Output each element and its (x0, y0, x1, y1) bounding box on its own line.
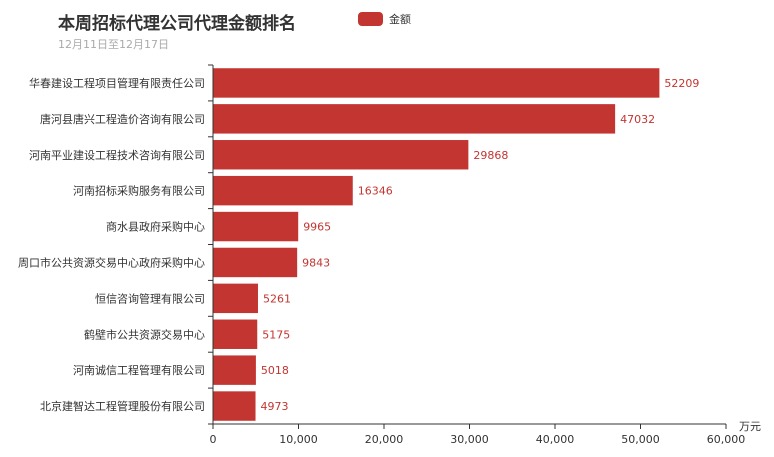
x-tick-label: 20,000 (365, 433, 404, 446)
x-tick-label: 30,000 (450, 433, 489, 446)
bar-value-label: 29868 (473, 149, 508, 162)
bar-value-label: 5261 (263, 292, 291, 305)
category-label: 商水县政府采购中心 (106, 220, 205, 234)
bar[interactable] (213, 104, 616, 134)
bar[interactable] (213, 211, 299, 242)
x-tick-label: 40,000 (536, 433, 575, 446)
bar-value-label: 9843 (302, 256, 330, 269)
bar-value-label: 16346 (358, 185, 393, 198)
x-tick-label: 50,000 (621, 433, 660, 446)
chart-title: 本周招标代理公司代理金额排名 (58, 14, 296, 34)
bar-value-label: 47032 (620, 113, 655, 126)
bar[interactable] (213, 68, 660, 98)
legend-label: 金额 (389, 13, 411, 26)
x-tick-label: 60,000 (707, 433, 746, 446)
category-label: 华春建设工程项目管理有限责任公司 (29, 76, 205, 90)
bar[interactable] (213, 355, 256, 385)
category-label: 周口市公共资源交易中心政府采购中心 (18, 255, 205, 269)
category-label: 鹤壁市公共资源交易中心 (84, 327, 205, 341)
category-label: 河南平业建设工程技术咨询有限公司 (29, 148, 205, 162)
bar[interactable] (213, 391, 256, 421)
x-tick-label: 10,000 (279, 433, 318, 446)
bar-value-label: 52209 (664, 77, 699, 90)
legend[interactable]: 金额 (358, 11, 411, 27)
bar-value-label: 4973 (261, 400, 289, 413)
bar-value-label: 5175 (262, 328, 290, 341)
bar[interactable] (213, 175, 353, 206)
category-label: 河南招标采购服务有限公司 (73, 184, 205, 198)
axis-layer: 华春建设工程项目管理有限责任公司唐河县唐兴工程造价咨询有限公司河南平业建设工程技… (18, 64, 746, 446)
x-tick-label: 0 (210, 433, 217, 446)
x-axis-unit-label: 万元 (739, 420, 761, 433)
bar[interactable] (213, 247, 298, 278)
category-label: 唐河县唐兴工程造价咨询有限公司 (40, 112, 205, 126)
category-label: 河南诚信工程管理有限公司 (73, 363, 205, 377)
legend-swatch (358, 12, 383, 26)
chart-subtitle: 12月11日至12月17日 (58, 38, 169, 51)
category-label: 恒信咨询管理有限公司 (95, 291, 205, 305)
bars-layer: 52209 47032 29868 16346 9965 9843 5261 5175 5018… (213, 68, 699, 421)
bar[interactable] (213, 283, 258, 314)
bar[interactable] (213, 319, 258, 349)
category-label: 北京建智达工程管理股份有限公司 (40, 399, 205, 413)
bar[interactable] (213, 140, 469, 170)
bar-value-label: 5018 (261, 364, 289, 377)
bar-value-label: 9965 (303, 221, 331, 234)
